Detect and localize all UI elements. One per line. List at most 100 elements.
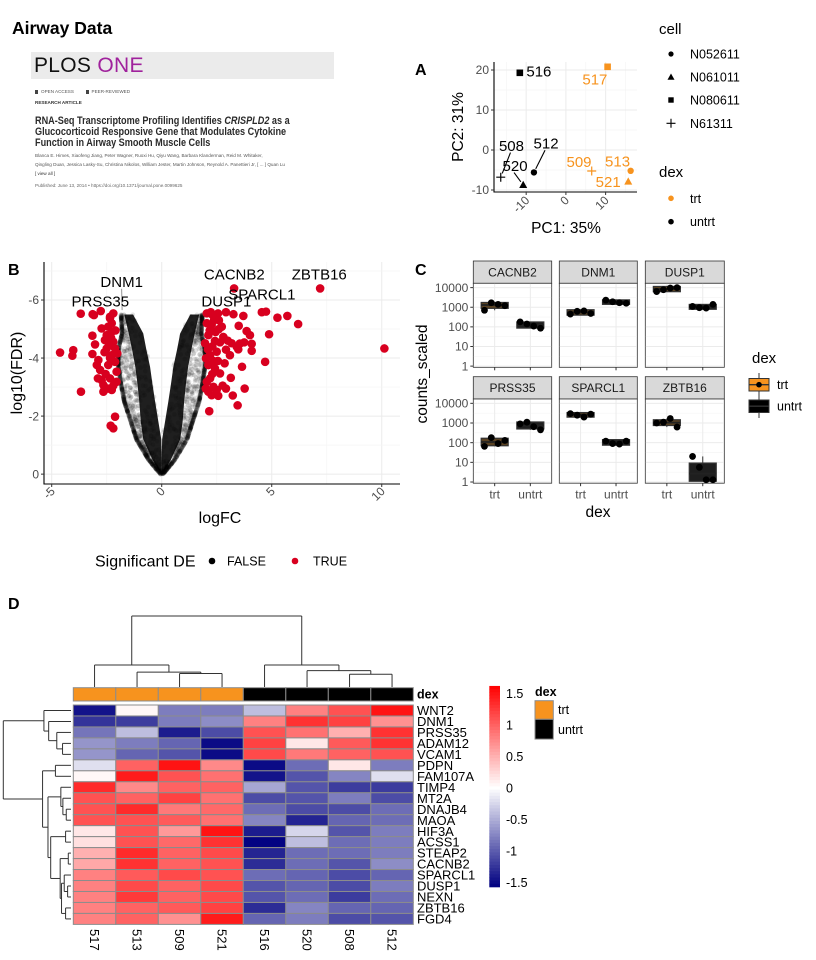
nonsignificant-point (122, 401, 128, 406)
heatmap-cell (370, 737, 414, 750)
nonsignificant-point (123, 403, 129, 409)
nonsignificant-point (121, 399, 127, 404)
nonsignificant-point (159, 468, 164, 474)
nonsignificant-point (126, 411, 131, 417)
nonsignificant-point (121, 394, 126, 400)
nonsignificant-point (153, 419, 159, 425)
significant-point (93, 374, 103, 383)
nonsignificant-point (195, 324, 201, 329)
nonsignificant-point (144, 455, 150, 460)
nonsignificant-point (178, 377, 184, 382)
nonsignificant-point (176, 445, 181, 450)
nonsignificant-point (195, 402, 201, 408)
nonsignificant-point (187, 426, 193, 432)
label-connector (535, 149, 546, 170)
nonsignificant-point (156, 447, 162, 452)
nonsignificant-point (153, 464, 159, 470)
nonsignificant-point (162, 469, 167, 475)
nonsignificant-point (122, 319, 128, 324)
nonsignificant-point (148, 436, 153, 442)
nonsignificant-point (125, 401, 131, 407)
nonsignificant-point (167, 428, 172, 434)
nonsignificant-point (120, 393, 126, 399)
nonsignificant-point (158, 470, 163, 476)
nonsignificant-point (197, 395, 203, 401)
nonsignificant-point (197, 375, 202, 380)
nonsignificant-point (182, 440, 187, 446)
nonsignificant-point (119, 373, 125, 379)
nonsignificant-point (156, 467, 161, 473)
nonsignificant-point (199, 375, 204, 381)
heatmap-cell (370, 748, 414, 761)
article-authors-line-1: Blanca E. Himes, Xiaofeng Jiang, Peter W… (35, 153, 263, 158)
nonsignificant-point (131, 429, 137, 435)
nonsignificant-point (165, 465, 171, 471)
y-tick-label: 0 (32, 467, 39, 481)
row-label: SPARCL1 (417, 868, 475, 883)
heatmap-cell (285, 759, 329, 772)
nonsignificant-point (193, 409, 199, 415)
nonsignificant-point (160, 471, 165, 476)
gene-label: ZBTB16 (292, 266, 347, 283)
color-scale-step (489, 820, 500, 825)
nonsignificant-point (145, 456, 151, 462)
nonsignificant-point (140, 383, 146, 388)
nonsignificant-point (153, 465, 158, 471)
color-scale-label: 1 (506, 719, 513, 733)
nonsignificant-point (181, 427, 187, 433)
nonsignificant-point (166, 464, 172, 470)
nonsignificant-point (178, 437, 184, 442)
nonsignificant-point (125, 345, 131, 350)
nonsignificant-point (189, 389, 195, 395)
nonsignificant-point (185, 434, 191, 440)
nonsignificant-point (172, 457, 178, 463)
nonsignificant-point (133, 434, 139, 440)
significant-point (103, 322, 113, 332)
color-scale-step (489, 739, 500, 743)
nonsignificant-point (131, 380, 137, 386)
nonsignificant-point (182, 356, 188, 362)
legend-label-cell: N61311 (690, 117, 733, 131)
nonsignificant-point (186, 410, 192, 416)
significant-point (103, 384, 113, 393)
nonsignificant-point (173, 454, 178, 459)
open-lock-icon (35, 90, 38, 94)
nonsignificant-point (195, 397, 201, 403)
nonsignificant-point (169, 461, 175, 466)
nonsignificant-point (125, 410, 131, 416)
nonsignificant-point (126, 400, 132, 406)
sample-point (660, 418, 667, 426)
nonsignificant-point (145, 456, 151, 462)
nonsignificant-point (139, 337, 145, 343)
heatmap-cell (200, 890, 244, 903)
nonsignificant-point (125, 409, 130, 415)
nonsignificant-point (178, 447, 184, 452)
nonsignificant-point (118, 360, 124, 366)
nonsignificant-point (142, 436, 147, 441)
nonsignificant-point (194, 356, 199, 362)
significant-point (97, 324, 106, 333)
y-tick-label: -10 (472, 183, 490, 197)
nonsignificant-point (119, 333, 124, 339)
nonsignificant-point (119, 326, 125, 332)
nonsignificant-point (198, 334, 203, 340)
nonsignificant-point (135, 421, 140, 427)
nonsignificant-point (182, 440, 188, 446)
nonsignificant-point (128, 420, 134, 425)
nonsignificant-point (162, 469, 167, 474)
plus-shape-icon (666, 118, 676, 128)
nonsignificant-point (162, 468, 168, 474)
nonsignificant-point (131, 410, 137, 416)
nonsignificant-point (125, 336, 131, 342)
nonsignificant-point (120, 361, 125, 366)
nonsignificant-point (194, 405, 200, 410)
y-tick-label: 10 (455, 456, 469, 470)
nonsignificant-point (122, 333, 128, 339)
nonsignificant-point (195, 331, 200, 337)
pca-x-axis-title: PC1: 35% (531, 220, 601, 237)
nonsignificant-point (133, 380, 138, 385)
nonsignificant-point (167, 414, 172, 420)
sample-point (496, 172, 506, 182)
nonsignificant-point (141, 390, 146, 396)
